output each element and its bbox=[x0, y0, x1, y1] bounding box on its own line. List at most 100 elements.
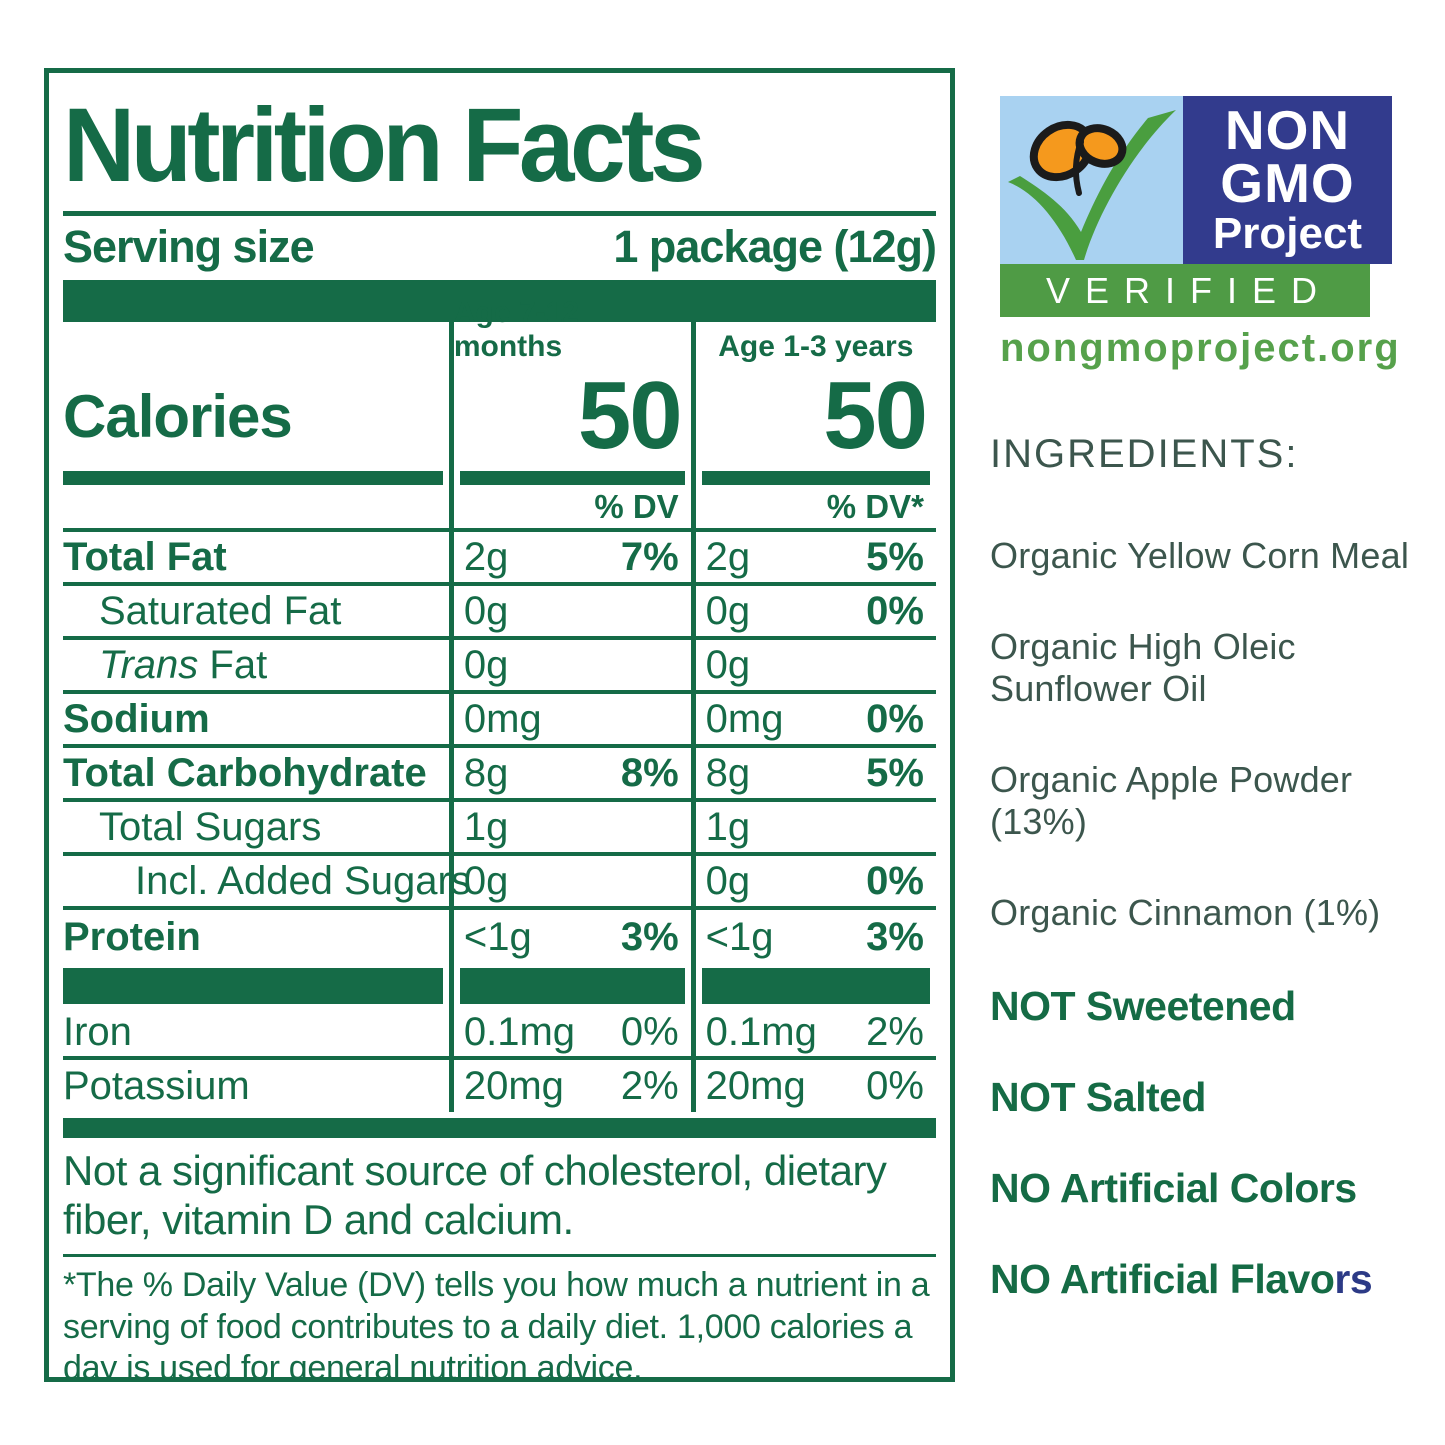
mineral-amount: 0.1mg bbox=[705, 1009, 817, 1054]
age-column-header-1: Age 7-12 months bbox=[448, 296, 691, 366]
nutrient-values: <1g 3% bbox=[690, 910, 936, 964]
nutrient-dv: 0% bbox=[866, 858, 924, 903]
nutrient-name: Total Sugars bbox=[99, 804, 322, 849]
nutrient-dv: 0% bbox=[866, 588, 924, 633]
calories-underline bbox=[459, 471, 685, 485]
nutrient-row-sodium: Sodium 0mg 0mg 0% bbox=[63, 694, 936, 748]
dv-header-spacer bbox=[63, 486, 449, 532]
label-title: Nutrition Facts bbox=[63, 86, 706, 205]
nutrient-name: Incl. Added Sugars bbox=[135, 858, 471, 903]
nutrient-values: 0g 0% bbox=[690, 586, 936, 640]
nutrient-amount: 0mg bbox=[463, 696, 542, 741]
calories-underline-row bbox=[63, 466, 936, 486]
nutrient-dv: 3% bbox=[866, 914, 924, 959]
nutrient-row-total-sugars: Total Sugars 1g 1g bbox=[63, 802, 936, 856]
nutrient-dv: 7% bbox=[620, 534, 679, 579]
mineral-values: 20mg 2% bbox=[448, 1060, 691, 1112]
nutrient-values: <1g 3% bbox=[448, 910, 691, 964]
mineral-name: Iron bbox=[63, 1009, 132, 1054]
nutrient-values: 2g 5% bbox=[690, 532, 936, 586]
nutrient-name-italic: Trans bbox=[99, 642, 199, 687]
ingredients-column: INGREDIENTS: Organic Yellow Corn Meal Or… bbox=[990, 432, 1445, 1347]
nutrient-name: Saturated Fat bbox=[99, 588, 342, 633]
dv-header-2: % DV* bbox=[690, 486, 936, 532]
mineral-values: 0.1mg 0% bbox=[448, 1008, 691, 1060]
nutrient-dv: 0% bbox=[866, 696, 924, 741]
age-column-header-2: Age 1-3 years bbox=[690, 322, 936, 366]
nutrient-row-protein: Protein <1g 3% <1g 3% bbox=[63, 910, 936, 964]
mineral-amount: 0.1mg bbox=[463, 1009, 576, 1054]
badge-line-project: Project bbox=[1212, 209, 1363, 258]
nutrient-name: Total Carbohydrate bbox=[63, 750, 427, 795]
separator-cell bbox=[448, 964, 691, 1008]
nutrient-dv: 5% bbox=[866, 750, 924, 795]
mineral-dv: 2% bbox=[866, 1009, 924, 1054]
nutrient-values: 0g bbox=[690, 640, 936, 694]
nutrient-name: Protein bbox=[63, 914, 201, 959]
nutrient-amount: 0mg bbox=[705, 696, 784, 741]
claim-text: NO Artificial Colors bbox=[990, 1165, 1357, 1211]
nutrient-row-total-fat: Total Fat 2g 7% 2g 5% bbox=[63, 532, 936, 586]
serving-separator-bar bbox=[63, 280, 936, 322]
calories-underline-cell bbox=[690, 466, 936, 486]
calories-label-cell: Calories bbox=[63, 366, 449, 466]
minerals-separator-row bbox=[63, 964, 936, 1008]
non-gmo-badge-text: NON GMO Project bbox=[1183, 96, 1392, 264]
age-header-row: Age 7-12 months Age 1-3 years bbox=[63, 296, 936, 366]
claim-text: NOT Sweetened bbox=[990, 983, 1296, 1029]
footnote-rule bbox=[63, 1254, 936, 1258]
nutrient-amount: 0g bbox=[705, 858, 751, 903]
nutrient-values: 2g 7% bbox=[448, 532, 691, 586]
nutrient-values: 0mg 0% bbox=[690, 694, 936, 748]
mineral-dv: 0% bbox=[620, 1009, 679, 1054]
nutrient-amount: 0g bbox=[705, 588, 751, 633]
dv-header-row: % DV % DV* bbox=[63, 486, 936, 532]
nutrient-values: 8g 8% bbox=[448, 748, 691, 802]
mineral-row-iron: Iron 0.1mg 0% 0.1mg 2% bbox=[63, 1008, 936, 1060]
nutrient-name: Sodium bbox=[63, 696, 210, 741]
claim-not-salted: NOT Salted bbox=[990, 1074, 1445, 1121]
nutrient-amount: 2g bbox=[463, 534, 509, 579]
nutrient-amount: 8g bbox=[705, 750, 751, 795]
claim-no-artificial-colors: NO Artificial Colors bbox=[990, 1165, 1445, 1212]
badge-line-gmo: GMO bbox=[1220, 152, 1355, 214]
nutrient-row-added-sugars: Incl. Added Sugars 0g 0g 0% bbox=[63, 856, 936, 910]
claim-suffix: rs bbox=[1334, 1256, 1373, 1302]
badge-verified-bar: VERIFIED bbox=[1000, 264, 1370, 317]
separator-bar bbox=[701, 968, 930, 1004]
nutrient-amount: <1g bbox=[705, 914, 774, 959]
nutrient-amount: 8g bbox=[463, 750, 509, 795]
nutrient-amount: <1g bbox=[463, 914, 532, 959]
calories-value-2: 50 bbox=[690, 362, 936, 469]
calories-label: Calories bbox=[63, 382, 293, 450]
separator-bar bbox=[459, 968, 685, 1004]
age-header-spacer bbox=[63, 322, 449, 366]
dv-header-1: % DV bbox=[448, 486, 691, 532]
claim-text: NO Artificial Flavo bbox=[990, 1256, 1335, 1302]
calories-underline-cell bbox=[63, 466, 449, 486]
nutrient-amount: 0g bbox=[463, 642, 509, 687]
nutrient-dv: 8% bbox=[620, 750, 679, 795]
calories-value-1: 50 bbox=[448, 362, 691, 469]
nutrient-values: 0mg bbox=[448, 694, 691, 748]
badge-line-non: NON bbox=[1224, 99, 1351, 161]
serving-size-value: 1 package (12g) bbox=[613, 220, 937, 272]
claim-no-artificial-flavors: NO Artificial Flavors bbox=[990, 1256, 1445, 1303]
nutrient-amount: 2g bbox=[705, 534, 751, 579]
nutrient-values: 0g 0% bbox=[690, 856, 936, 910]
ingredients-heading: INGREDIENTS: bbox=[990, 432, 1299, 476]
nutrient-amount: 1g bbox=[463, 804, 509, 849]
nutrient-values: 8g 5% bbox=[690, 748, 936, 802]
ingredient-item: Organic Yellow Corn Meal bbox=[990, 535, 1410, 576]
calories-row: Calories 50 50 bbox=[63, 362, 936, 469]
mineral-values: 0.1mg 2% bbox=[690, 1008, 936, 1060]
nutrient-amount: 0g bbox=[705, 642, 751, 687]
nutrient-row-total-carbohydrate: Total Carbohydrate 8g 8% 8g 5% bbox=[63, 748, 936, 802]
nutrient-name-rest: Fat bbox=[198, 642, 268, 687]
mineral-dv: 2% bbox=[620, 1063, 679, 1108]
nutrient-values: 0g bbox=[448, 586, 691, 640]
non-gmo-badge-art bbox=[1000, 96, 1183, 264]
non-gmo-badge-top: NON GMO Project bbox=[1000, 96, 1392, 264]
nutrient-values: 0g bbox=[448, 640, 691, 694]
